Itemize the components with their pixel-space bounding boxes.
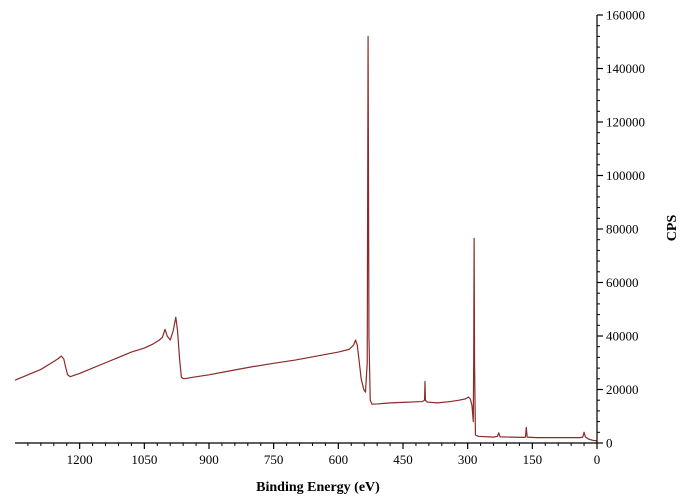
- x-tick-label: 1050: [131, 452, 157, 467]
- y-tick-label: 20000: [606, 382, 639, 397]
- series-line: [14, 35, 598, 442]
- y-tick-label: 160000: [606, 8, 645, 23]
- y-tick-label: 120000: [606, 115, 645, 130]
- y-ticks: [597, 14, 603, 444]
- x-tick-label: 300: [458, 452, 478, 467]
- x-tick-label: 1200: [67, 452, 93, 467]
- y-tick-label: 140000: [606, 61, 645, 76]
- y-minor-ticks: [597, 25, 600, 433]
- y-axis-title: CPS: [665, 215, 680, 242]
- x-tick-label: 750: [264, 452, 284, 467]
- x-tick-label: 0: [594, 452, 601, 467]
- x-tick-label: 900: [199, 452, 219, 467]
- y-tick-label: 80000: [606, 222, 639, 237]
- x-axis-title: Binding Energy (eV): [256, 480, 380, 495]
- y-tick-labels: 0 20000 40000 60000 80000 100000 120000 140000 1…: [606, 8, 645, 451]
- x-ticks: [79, 443, 598, 449]
- x-tick-labels: 1200 1050 900 750 600 450 300 150 0: [67, 452, 601, 467]
- x-tick-label: 600: [329, 452, 349, 467]
- x-tick-label: 150: [523, 452, 543, 467]
- plot-series: [14, 35, 598, 442]
- x-tick-label: 450: [393, 452, 413, 467]
- y-tick-label: 0: [606, 436, 613, 451]
- y-tick-label: 40000: [606, 329, 639, 344]
- y-tick-label: 100000: [606, 168, 645, 183]
- x-minor-ticks: [27, 443, 585, 446]
- y-tick-label: 60000: [606, 275, 639, 290]
